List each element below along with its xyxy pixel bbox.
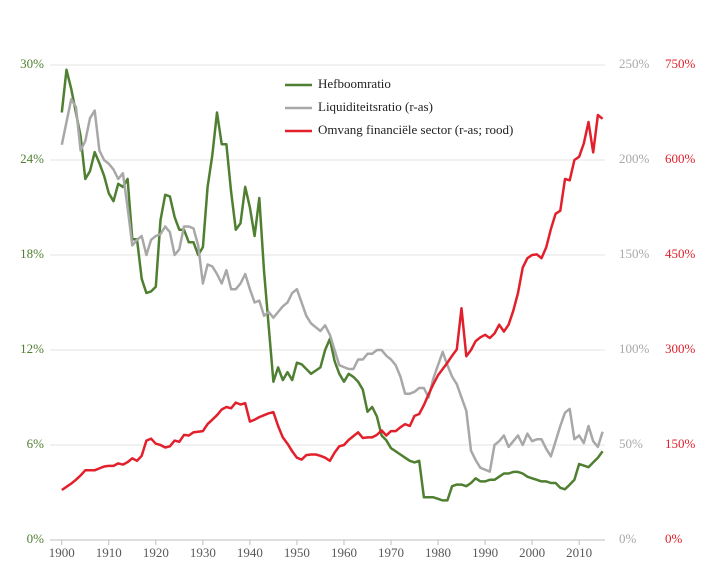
x-tick-label: 1920 xyxy=(143,545,169,560)
legend-label: Omvang financiële sector (r-as; rood) xyxy=(318,122,513,137)
y3-tick-label: 450% xyxy=(665,246,696,261)
y2-tick-label: 50% xyxy=(619,436,643,451)
y3-tick-label: 0% xyxy=(665,531,683,546)
y-tick-label: 24% xyxy=(20,151,44,166)
x-tick-label: 1990 xyxy=(472,545,498,560)
x-tick-label: 1970 xyxy=(378,545,404,560)
x-tick-label: 1900 xyxy=(49,545,75,560)
y-tick-label: 30% xyxy=(20,56,44,71)
y2-tick-label: 100% xyxy=(619,341,650,356)
x-tick-label: 1930 xyxy=(190,545,216,560)
x-tick-label: 1940 xyxy=(237,545,263,560)
x-tick-label: 1980 xyxy=(425,545,451,560)
series-line xyxy=(60,68,604,502)
y3-tick-label: 300% xyxy=(665,341,696,356)
y-tick-label: 12% xyxy=(20,341,44,356)
y2-tick-label: 200% xyxy=(619,151,650,166)
y2-tick-label: 0% xyxy=(619,531,637,546)
x-tick-label: 1910 xyxy=(96,545,122,560)
series-line xyxy=(61,113,604,492)
legend-label: Hefboomratio xyxy=(318,76,391,91)
y3-tick-label: 150% xyxy=(665,436,696,451)
y-tick-label: 6% xyxy=(27,436,45,451)
y-tick-label: 0% xyxy=(27,531,45,546)
y3-tick-label: 600% xyxy=(665,151,696,166)
y2-tick-label: 250% xyxy=(619,56,650,71)
legend-label: Liquiditeitsratio (r-as) xyxy=(318,99,433,114)
series-line xyxy=(60,97,604,473)
x-tick-label: 1950 xyxy=(284,545,310,560)
x-tick-label: 2000 xyxy=(519,545,545,560)
y-tick-label: 18% xyxy=(20,246,44,261)
x-tick-label: 2010 xyxy=(566,545,592,560)
y3-tick-label: 750% xyxy=(665,56,696,71)
x-tick-label: 1960 xyxy=(331,545,357,560)
y2-tick-label: 150% xyxy=(619,246,650,261)
